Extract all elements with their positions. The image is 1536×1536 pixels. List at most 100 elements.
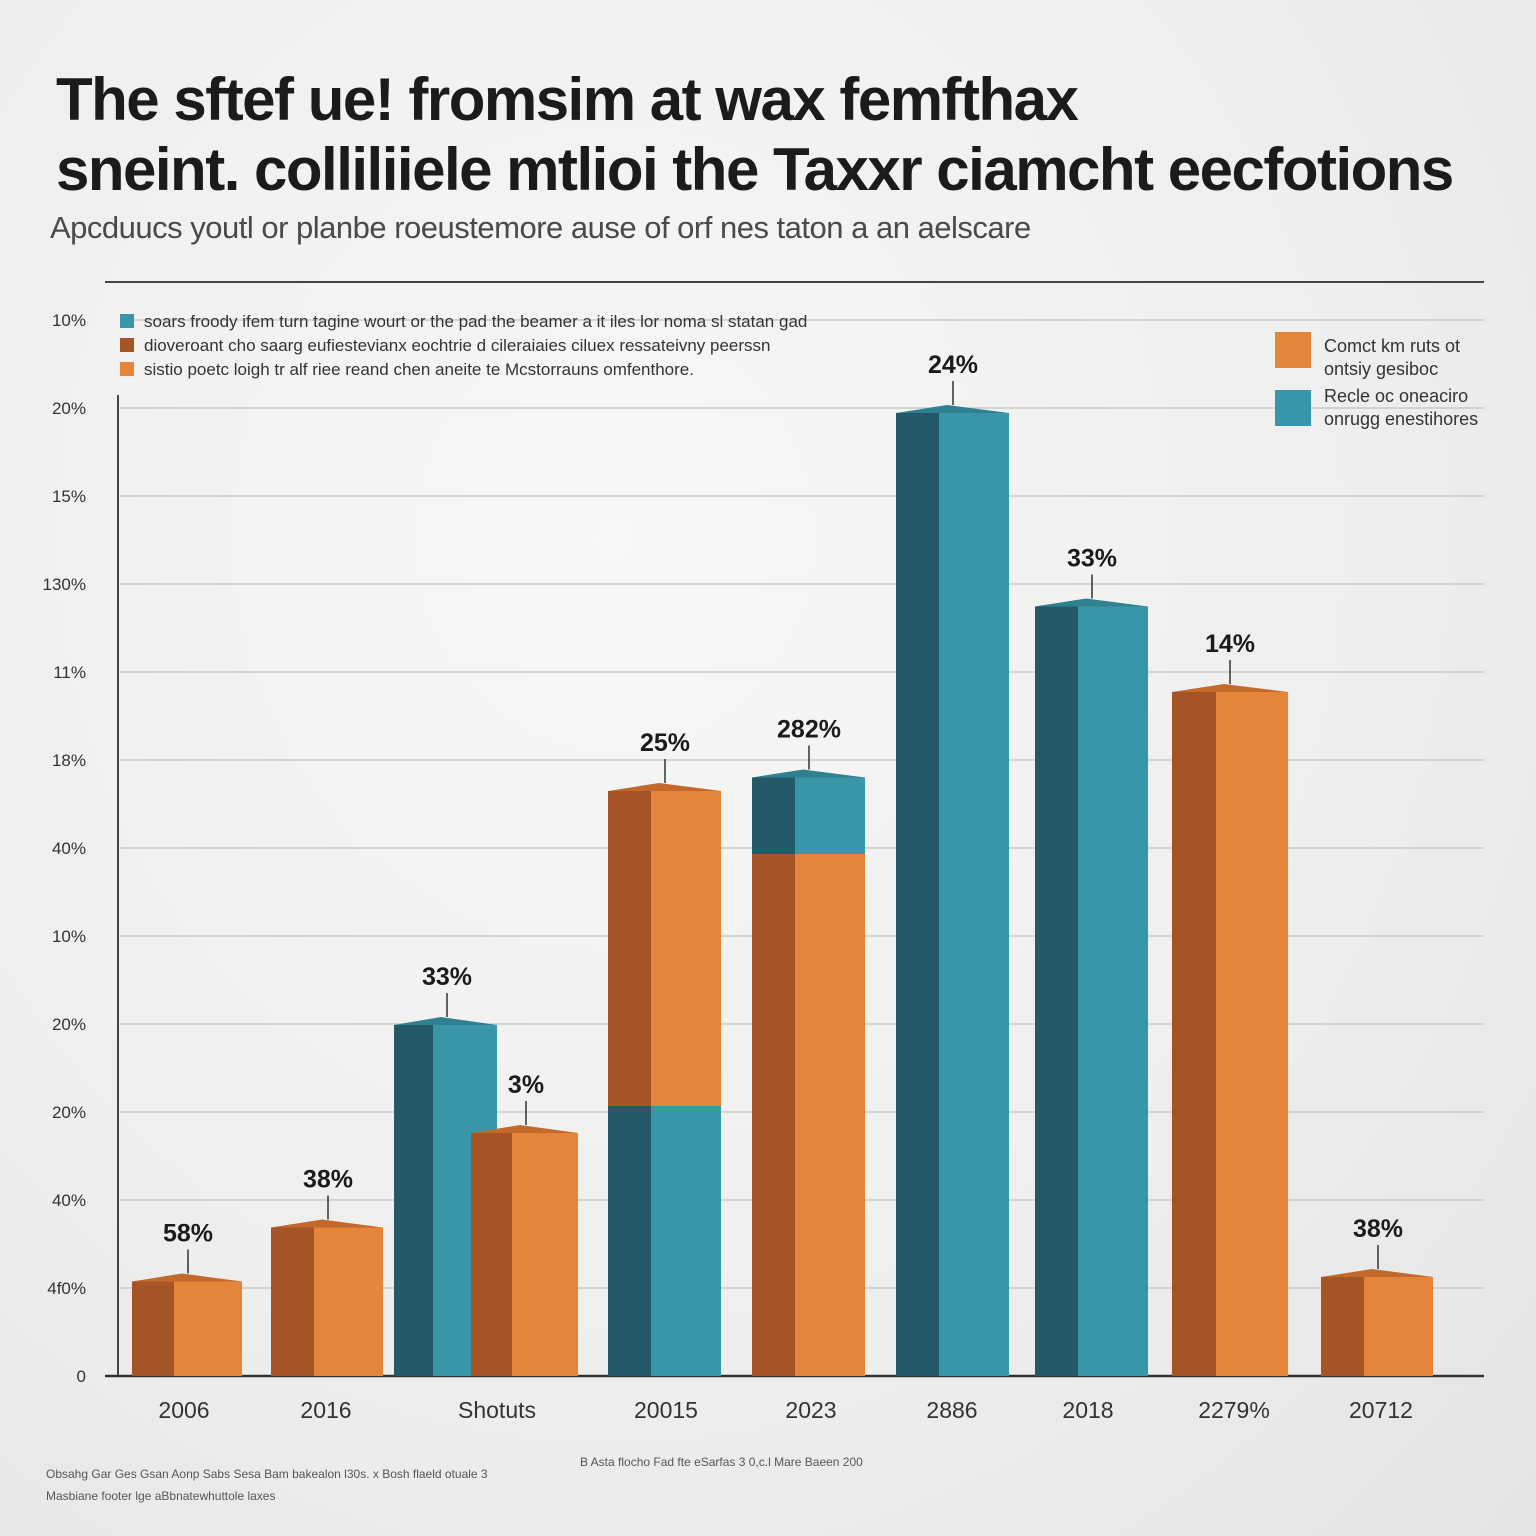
legend-swatch-teal bbox=[1275, 390, 1311, 426]
bar bbox=[795, 777, 865, 854]
y-tick-label: 10% bbox=[52, 311, 86, 330]
bar-side bbox=[1172, 692, 1216, 1376]
bar-side bbox=[132, 1281, 174, 1376]
y-tick-label: 20% bbox=[52, 399, 86, 418]
x-category-label: 20712 bbox=[1349, 1397, 1413, 1423]
bar-group: 58% bbox=[132, 1220, 242, 1376]
legend-label-1-line-1: Comct km ruts ot bbox=[1324, 336, 1460, 356]
footnote-line-3: B Asta flocho Fad fte eSarfas 3 0,c.l Ma… bbox=[580, 1455, 863, 1469]
y-tick-label: 18% bbox=[52, 751, 86, 770]
chart-title-line-1: The sftef ue! fromsim at wax femfthax bbox=[56, 66, 1079, 133]
notes-block: soars froody ifem turn tagine wourt or t… bbox=[120, 312, 807, 379]
bar bbox=[314, 1227, 383, 1376]
y-axis-ticks: 0 4f0% 40% 20% 20% 10% 40% 18% 11% 130% 15% 20% 10% bbox=[43, 311, 86, 1386]
bar-side bbox=[752, 777, 795, 854]
note-swatch-teal bbox=[120, 314, 134, 328]
bar-group: 33% bbox=[1035, 545, 1148, 1376]
y-tick-label: 40% bbox=[52, 839, 86, 858]
legend-label-1-line-2: ontsiy gesiboc bbox=[1324, 359, 1438, 379]
bar bbox=[1078, 606, 1148, 1376]
bar-group: 38% bbox=[1321, 1215, 1433, 1376]
data-label: 33% bbox=[1067, 545, 1117, 573]
y-tick-label: 4f0% bbox=[47, 1279, 86, 1298]
bar-group: 282% bbox=[752, 716, 865, 1376]
bar-top-cap bbox=[1035, 598, 1148, 607]
y-tick-label: 20% bbox=[52, 1103, 86, 1122]
data-label: 14% bbox=[1205, 630, 1255, 658]
bar-side bbox=[1321, 1277, 1364, 1376]
bar-side bbox=[1035, 606, 1078, 1376]
footnote-line-1: Obsahg Gar Ges Gsan Aonp Sabs Sesa Bam b… bbox=[46, 1467, 488, 1481]
bar-side bbox=[608, 791, 651, 1106]
note-swatch-brown bbox=[120, 338, 134, 352]
x-category-label: 2279% bbox=[1198, 1397, 1270, 1423]
data-label: 24% bbox=[928, 351, 978, 379]
bar-side bbox=[471, 1133, 512, 1376]
footnote-line-2: Masbiane footer lge aBbnatewhuttole laxe… bbox=[46, 1489, 275, 1503]
bar bbox=[795, 854, 865, 1376]
bar-top-cap bbox=[271, 1219, 383, 1228]
bar bbox=[651, 791, 721, 1106]
legend: Comct km ruts ot ontsiy gesiboc Recle oc… bbox=[1275, 332, 1478, 429]
data-label: 33% bbox=[422, 963, 472, 991]
chart-subtitle: Apcduucs youtl or planbe roeustemore aus… bbox=[50, 210, 1031, 245]
bar bbox=[651, 1106, 721, 1376]
bar-top-cap bbox=[1172, 684, 1288, 692]
bar-group: 14% bbox=[1172, 630, 1288, 1376]
y-tick-label: 40% bbox=[52, 1191, 86, 1210]
x-category-label: 2006 bbox=[158, 1397, 209, 1423]
bar-group: 24% bbox=[896, 351, 1009, 1376]
bar-side bbox=[271, 1227, 314, 1376]
note-line-2: dioveroant cho saarg eufiestevianx eocht… bbox=[144, 336, 771, 355]
note-swatch-orange bbox=[120, 362, 134, 376]
bar-group: 38% bbox=[271, 1166, 383, 1376]
bar-top-cap bbox=[471, 1125, 578, 1133]
note-line-3: sistio poetc loigh tr alf riee reand che… bbox=[144, 360, 694, 379]
bar-top-cap bbox=[752, 769, 865, 778]
bar bbox=[1216, 692, 1288, 1376]
data-label: 25% bbox=[640, 729, 690, 757]
note-line-1: soars froody ifem turn tagine wourt or t… bbox=[144, 312, 807, 331]
bar bbox=[174, 1281, 242, 1376]
bar bbox=[512, 1133, 578, 1376]
legend-label-2-line-2: onrugg enestihores bbox=[1324, 409, 1478, 429]
legend-swatch-orange bbox=[1275, 332, 1311, 368]
data-label: 58% bbox=[163, 1220, 213, 1248]
data-label: 38% bbox=[1353, 1215, 1403, 1243]
x-category-label: 2018 bbox=[1062, 1397, 1113, 1423]
bar-top-cap bbox=[896, 405, 1009, 413]
footnotes: Obsahg Gar Ges Gsan Aonp Sabs Sesa Bam b… bbox=[46, 1455, 863, 1503]
bar-top-cap bbox=[608, 783, 721, 791]
y-tick-label: 11% bbox=[53, 663, 86, 682]
y-tick-label: 10% bbox=[52, 927, 86, 946]
bar-top-cap bbox=[1321, 1269, 1433, 1277]
bars: 58% 38% 33% 3% 25% 282% 24% 33% 14% 38% bbox=[132, 351, 1433, 1376]
bar-top-cap bbox=[132, 1273, 242, 1282]
y-tick-label: 130% bbox=[43, 575, 86, 594]
chart-title-line-2: sneint. colliliiele mtlioi the Taxxr cia… bbox=[56, 136, 1453, 203]
x-category-label: Shotuts bbox=[458, 1397, 536, 1423]
legend-label-2-line-1: Recle oc oneaciro bbox=[1324, 386, 1468, 406]
y-tick-label: 0 bbox=[77, 1367, 86, 1386]
data-label: 38% bbox=[303, 1166, 353, 1194]
x-category-label: 20015 bbox=[634, 1397, 698, 1423]
y-tick-label: 15% bbox=[52, 487, 86, 506]
x-category-label: 2023 bbox=[785, 1397, 836, 1423]
bar bbox=[939, 413, 1009, 1376]
data-label: 3% bbox=[508, 1071, 544, 1099]
bar-group: 25% bbox=[608, 729, 721, 1376]
bar-side bbox=[896, 413, 939, 1376]
x-category-label: 2016 bbox=[300, 1397, 351, 1423]
data-label: 282% bbox=[777, 716, 841, 744]
bar-side bbox=[608, 1106, 651, 1376]
bar-side bbox=[752, 854, 795, 1376]
bar-side bbox=[394, 1025, 433, 1376]
bar-top-cap bbox=[394, 1017, 497, 1025]
bar bbox=[1364, 1277, 1433, 1376]
x-axis-categories: 2006 2016 Shotuts 20015 2023 2886 2018 2279% 207… bbox=[158, 1397, 1413, 1423]
bar-group: 3% bbox=[471, 1071, 578, 1376]
x-category-label: 2886 bbox=[926, 1397, 977, 1423]
y-tick-label: 20% bbox=[52, 1015, 86, 1034]
